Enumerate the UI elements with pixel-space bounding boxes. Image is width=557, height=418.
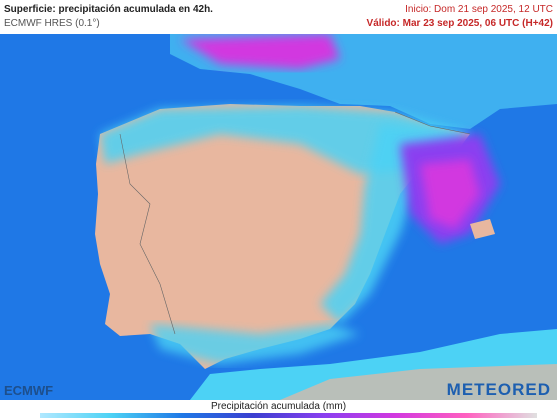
rain-heavy xyxy=(420,159,480,229)
title: Superficie: precipitación acumulada en 4… xyxy=(4,4,213,15)
start-time: Inicio: Dom 21 sep 2025, 12 UTC xyxy=(405,4,553,15)
rain-east xyxy=(320,124,470,324)
africa-land xyxy=(280,364,557,400)
colorbar xyxy=(40,413,537,418)
valid-time: Válido: Mar 23 sep 2025, 06 UTC (H+42) xyxy=(366,18,553,29)
ecmwf-logo: ECMWF xyxy=(4,383,54,398)
model: ECMWF HRES (0.1°) xyxy=(4,18,100,29)
legend: Precipitación acumulada (mm) xyxy=(0,400,557,418)
island xyxy=(470,219,495,239)
legend-title: Precipitación acumulada (mm) xyxy=(210,401,347,412)
border xyxy=(119,133,176,335)
map xyxy=(0,34,557,400)
rain-heavy xyxy=(180,34,340,69)
rain-south xyxy=(150,324,360,364)
border xyxy=(394,111,471,135)
meteored-logo: METEORED xyxy=(446,380,551,399)
